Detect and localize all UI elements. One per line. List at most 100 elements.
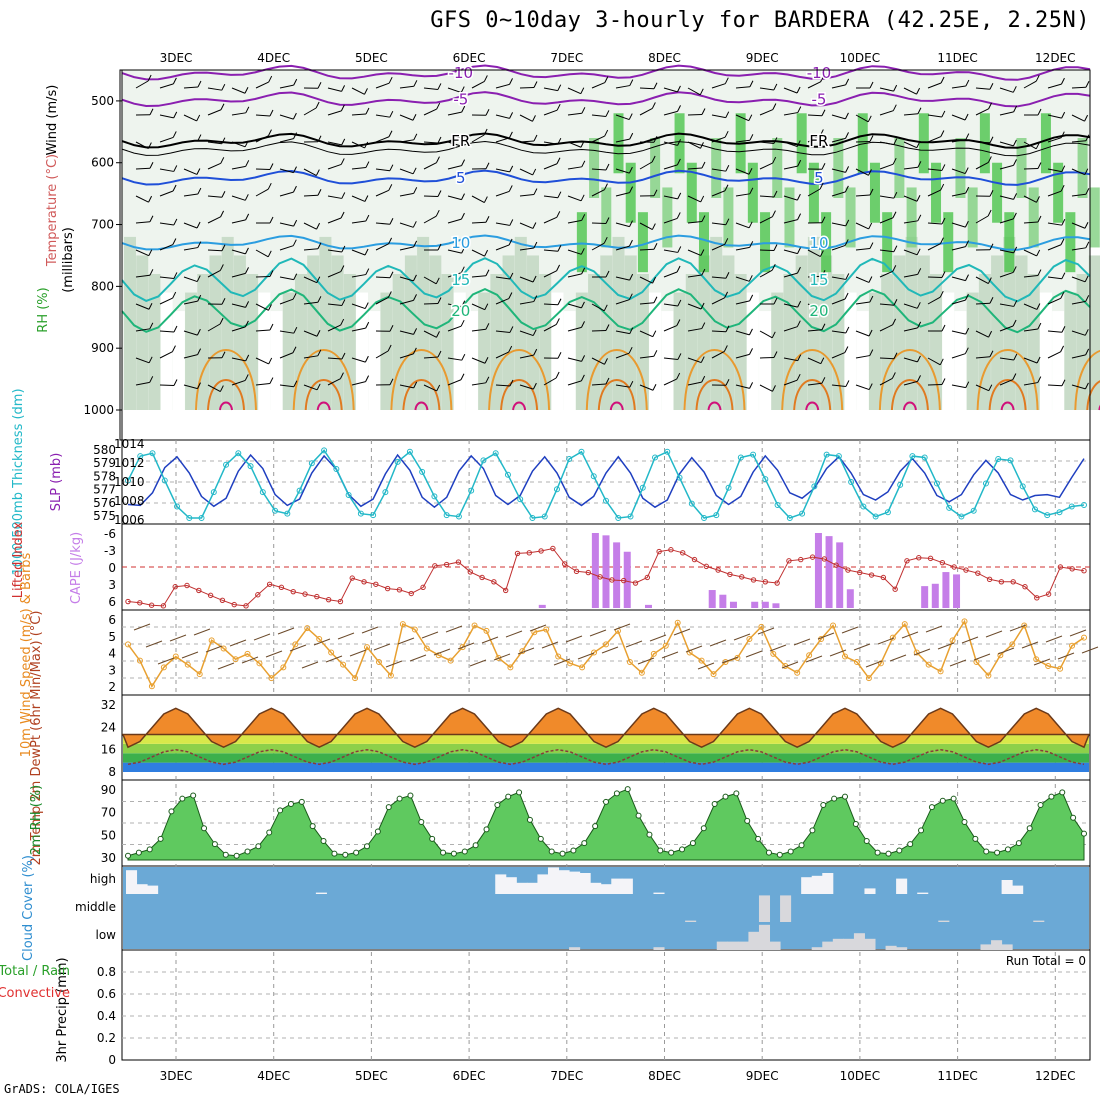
wind-barb [519,247,534,251]
wind-barb-flag [797,300,802,308]
wind-barb [807,329,822,332]
surface-wind-barb [1057,652,1075,660]
wind-barb-flag [916,87,921,95]
surface-wind-barb [481,636,499,644]
wind-barb [711,276,726,279]
rh-column [832,274,845,410]
wind-barb [255,81,269,89]
wind-barb-flag [485,376,490,384]
wind-tick: 5 [108,630,116,644]
wind-barb-flag [677,299,682,307]
cape-bar [751,601,759,608]
wind-barb-flag [868,222,873,230]
wind-barb-flag [484,303,489,310]
wind-barb [279,114,294,120]
wind-barb-flag [340,211,345,219]
wind-barb-flag [917,355,921,363]
wind-speed-point [1069,642,1076,649]
wind-barb [735,86,750,89]
wind-barb [687,195,701,203]
surface-wind-barb [865,660,883,668]
wind-barb [663,195,678,200]
wind-barb [495,298,510,305]
wind-barb [183,222,198,229]
rh-column [612,236,625,410]
wind-barb-flag [293,219,298,227]
wind-barb-flag [387,291,392,298]
rh-point [287,800,294,807]
rh-column [441,274,454,410]
rh-moist-patch [601,187,612,248]
wind-barb-flag [700,249,705,256]
rh-column [734,274,747,410]
warm-contour [195,349,257,411]
wind-barb-flag [603,304,608,312]
wind-barb [1047,244,1062,251]
wind-barb-flag [676,319,681,326]
day-label-top: 4DEC [257,51,290,65]
wind-barb [351,327,366,332]
wind-barb [231,249,246,255]
rh-moist-patch [686,162,697,223]
wind-barb [759,330,773,339]
thickness-point [884,509,891,516]
wind-barb-flag [941,378,946,385]
wind-barb-flag [1061,379,1066,386]
rh-point [211,841,218,848]
wind-barb [831,114,846,120]
wind-barb [327,110,342,116]
wind-speed-point [746,635,753,642]
wind-barb-flag [581,107,586,114]
thickness-point [394,458,401,465]
rh-point [201,825,208,832]
thickness-point [774,502,781,509]
surface-wind-barb [313,638,331,646]
wind-barb-flag [796,320,801,327]
wind-barb [495,351,509,359]
wind-barb-flag [1012,266,1017,273]
surface-wind-barb [697,662,715,670]
wind-barb-flag [821,270,826,277]
wind-barb-flag [653,189,658,196]
wind-barb-flag [676,265,681,273]
day-label-bottom: 8DEC [648,1069,681,1083]
rh-moist-patch [613,113,624,174]
panel-axes: 58057957857757657510141012101010081006-6… [75,437,1086,1067]
wind-barb-flag [917,107,922,115]
li-point [491,579,497,585]
li-point [408,590,414,597]
wind-barb [903,195,918,202]
wind-barb-flag [773,297,778,305]
thickness-point [1019,483,1026,490]
li-point [502,587,509,594]
wind-barb [255,329,271,332]
wind-barb-flag [437,243,442,251]
surface-wind-barb [649,634,667,642]
wind-barb [327,378,341,386]
rh-point [1070,814,1077,821]
wind-barb [303,107,317,116]
wind-barb [327,324,341,332]
wind-barb [999,111,1014,116]
wind-barb [879,303,894,306]
wind-barb [927,243,941,251]
wind-barb-flag [772,210,776,217]
wind-barb-flag [292,112,297,120]
wind-barb [879,357,895,360]
wind-barb [951,299,966,305]
cloud-bar-middle [780,895,792,922]
cloud-axis-label: Cloud Cover (%) [21,855,36,961]
wind-barb-flag [653,296,658,304]
pressure-tick-label: 600 [91,156,114,170]
wind-speed-point [830,622,837,629]
dewpoint-line [127,748,1085,766]
rh-moist-patch [1040,113,1051,174]
cloud-bar-low [896,947,908,950]
wind-barb-flag [509,112,514,119]
rh-point [581,840,588,847]
wind-barb-flag [724,291,729,299]
wind-barb-flag [413,294,417,301]
wind-barb [591,383,607,386]
wind-speed-point [591,649,598,656]
